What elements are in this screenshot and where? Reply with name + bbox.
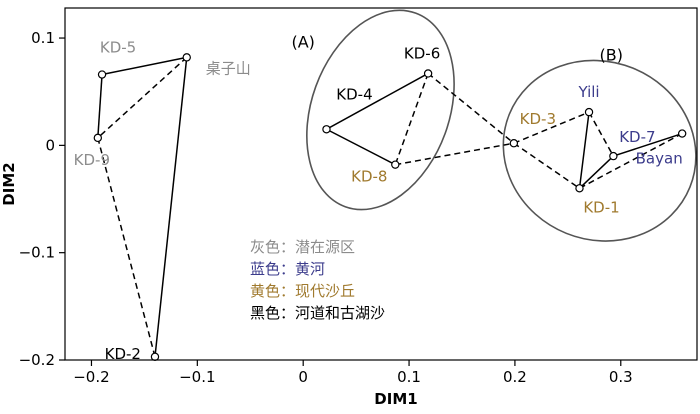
group-b-ellipse (502, 59, 697, 242)
axes: −0.2 −0.1 0 0.1 0.2 0.3 0.1 0 −0.1 −0.2 DIM1 DIM2 (0, 7, 698, 408)
point-kd4 (322, 125, 331, 134)
edge-kd3-yili (513, 111, 590, 144)
point-kd5 (97, 70, 107, 79)
point-zhuozishan (182, 53, 191, 62)
plot-frame (64, 7, 698, 361)
point-kd9 (93, 133, 103, 143)
point-kd7 (609, 151, 618, 161)
group-a-ellipse (306, 9, 455, 211)
point-yili (584, 107, 594, 117)
point-bayan (677, 129, 687, 138)
point-label-kd7: KD-7 (619, 128, 655, 146)
edge-yili-kd1 (578, 112, 590, 189)
sample-points: KD-5 桌子山 KD-9 KD-2 KD-4 KD-6 KD-8 KD-3 Yili KD-7 B… (74, 39, 687, 363)
point-label-yili: Yili (577, 83, 599, 101)
group-a-label: (A) (291, 33, 314, 52)
y-tick-label: 0 (45, 136, 55, 154)
point-label-kd1: KD-1 (583, 198, 619, 216)
edge-kd3-kd1 (513, 142, 580, 189)
point-label-zhuozishan: 桌子山 (206, 59, 251, 77)
edge-yili-kd7 (588, 111, 615, 157)
point-kd6 (423, 69, 433, 78)
point-kd2 (150, 352, 160, 361)
x-tick-label: 0 (298, 368, 308, 386)
group-b-label: (B) (600, 46, 623, 65)
edge-kd5-kd9 (97, 74, 103, 138)
edge-kd5-zhuozishan (101, 56, 187, 76)
edge-kd4-kd8 (326, 128, 396, 166)
edge-kd6-kd3 (427, 72, 515, 144)
legend-item: 黑色：河道和古湖沙 (250, 304, 385, 322)
x-tick-label: 0.3 (609, 368, 633, 386)
point-label-kd5: KD-5 (100, 39, 136, 57)
point-kd3 (509, 139, 519, 148)
legend-item: 黄色：现代沙丘 (250, 282, 355, 300)
edge-kd7-bayan (613, 132, 683, 157)
legend-item: 蓝色：黄河 (250, 260, 325, 278)
connection-lines (97, 56, 683, 357)
x-tick-label: 0.2 (503, 368, 527, 386)
y-tick-label: −0.2 (19, 351, 55, 369)
point-label-bayan: Bayan (636, 150, 683, 168)
point-kd8 (391, 160, 400, 169)
x-tick-label: −0.1 (179, 368, 215, 386)
edge-kd7-kd1 (578, 155, 614, 189)
group-ellipses: (A) (B) (291, 9, 697, 242)
edge-kd6-kd8 (394, 73, 429, 165)
point-label-kd4: KD-4 (336, 85, 372, 103)
point-label-kd2: KD-2 (105, 345, 141, 363)
point-label-kd8: KD-8 (351, 168, 387, 186)
legend-item: 灰色：潜在源区 (250, 238, 355, 256)
edge-zhuozishan-kd9 (97, 56, 188, 139)
y-tick-label: −0.1 (19, 244, 55, 262)
edge-kd4-kd6 (326, 72, 429, 130)
point-label-kd9: KD-9 (74, 151, 110, 169)
x-axis-label: DIM1 (374, 390, 417, 408)
point-label-kd6: KD-6 (404, 44, 440, 62)
point-label-kd3: KD-3 (520, 110, 556, 128)
edge-kd8-kd3 (395, 142, 514, 166)
y-axis-label: DIM2 (0, 162, 18, 205)
edge-kd9-kd2 (97, 137, 156, 357)
point-kd1 (575, 184, 584, 193)
x-tick-label: 0.1 (397, 368, 421, 386)
edge-zhuozishan-kd2 (154, 57, 188, 357)
y-tick-label: 0.1 (31, 29, 55, 47)
x-tick-label: −0.2 (73, 368, 109, 386)
